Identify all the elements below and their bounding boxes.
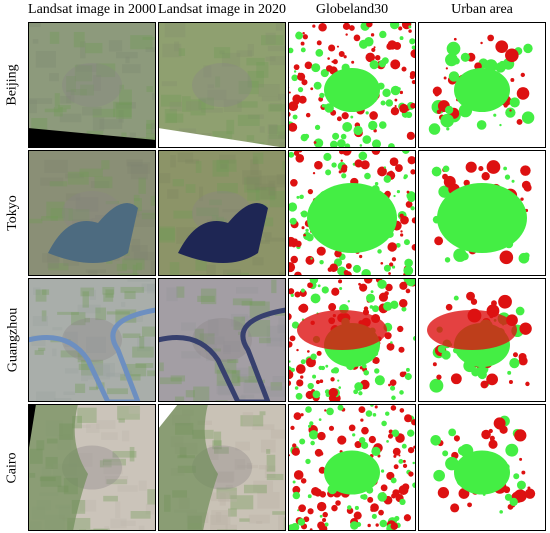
satellite-image <box>158 404 286 531</box>
row-header: Tokyo <box>0 150 26 276</box>
classification-map <box>288 404 416 531</box>
column-header: Globeland30 <box>315 2 389 17</box>
classification-map <box>418 22 546 148</box>
row-label: Cairo <box>5 451 21 484</box>
row-header: Guangzhou <box>0 278 26 402</box>
column-header: Landsat image in 2020 <box>158 2 286 17</box>
classification-map <box>288 278 416 402</box>
column-header: Urban area <box>451 2 513 17</box>
classification-map <box>418 278 546 402</box>
row-label: Tokyo <box>5 195 21 231</box>
column-header: Landsat image in 2000 <box>28 2 156 17</box>
row-header: Cairo <box>0 404 26 531</box>
classification-map <box>418 150 546 276</box>
satellite-image <box>28 22 156 148</box>
satellite-image <box>158 278 286 402</box>
row-header: Beijing <box>0 22 26 148</box>
classification-map <box>418 404 546 531</box>
satellite-image <box>28 278 156 402</box>
satellite-image <box>28 150 156 276</box>
classification-map <box>288 22 416 148</box>
satellite-image <box>158 22 286 148</box>
row-label: Beijing <box>5 64 21 106</box>
row-label: Guangzhou <box>5 307 21 373</box>
satellite-image <box>158 150 286 276</box>
classification-map <box>288 150 416 276</box>
satellite-image <box>28 404 156 531</box>
